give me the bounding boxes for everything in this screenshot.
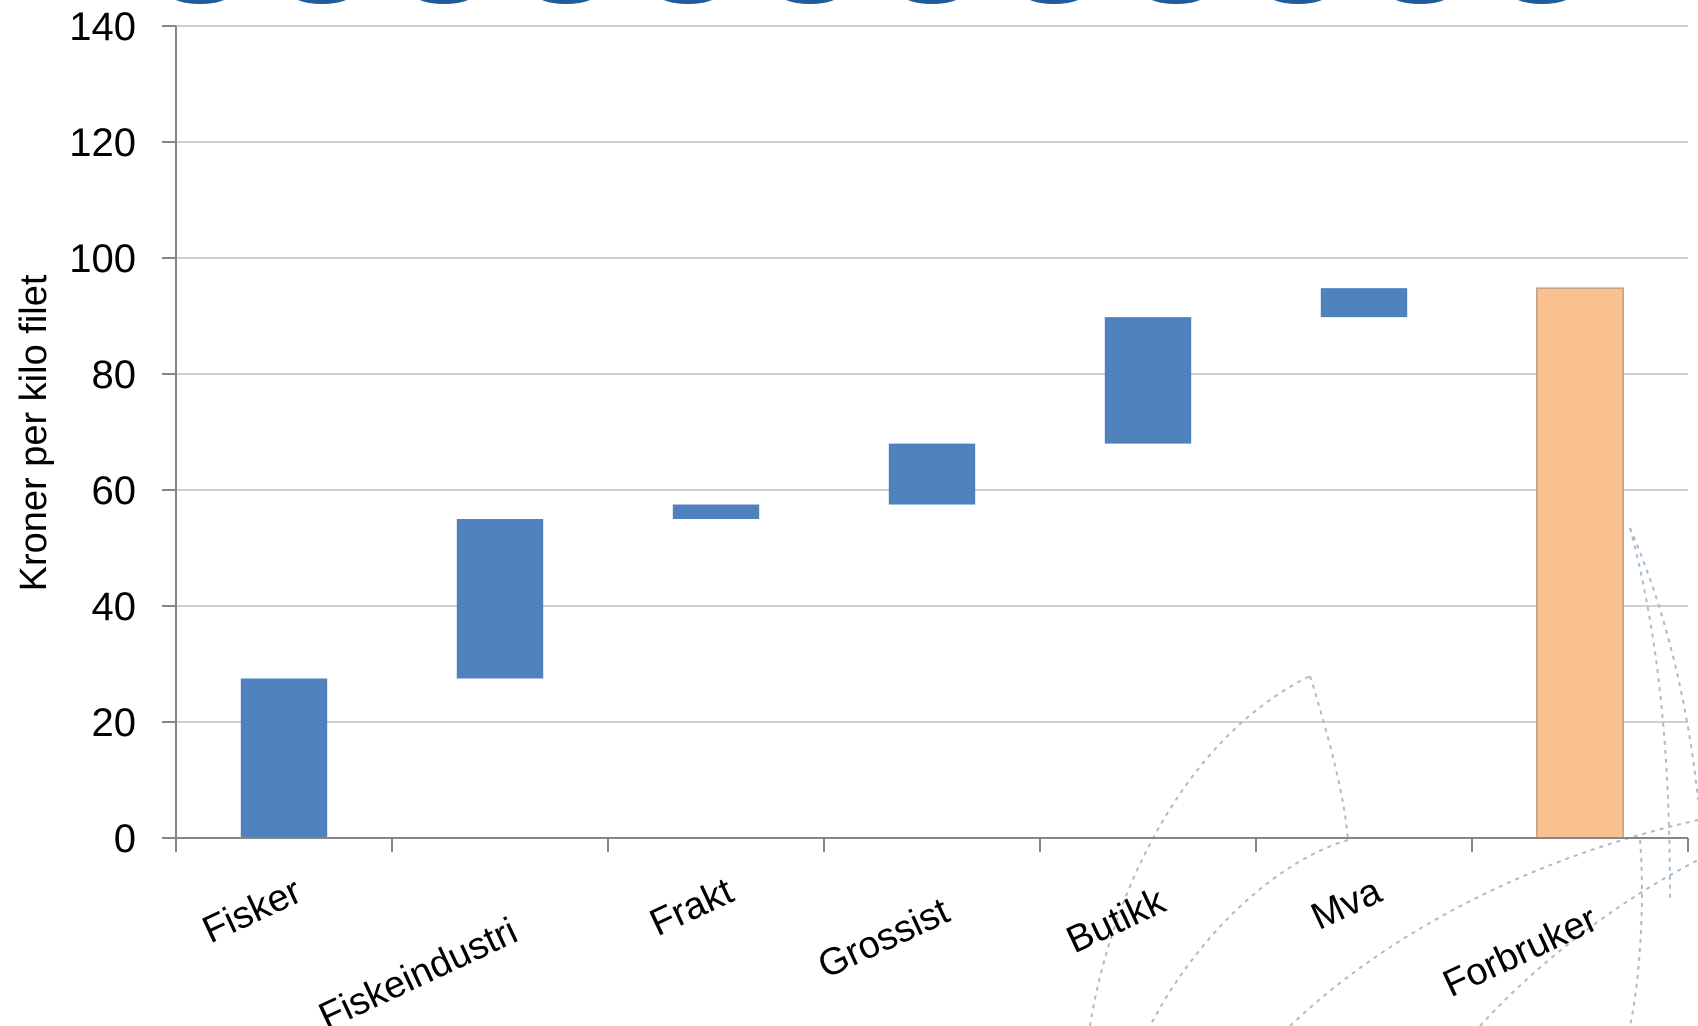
y-tick-label-0: 0 <box>114 817 136 861</box>
bar-fisker <box>240 678 328 838</box>
header-band-mark <box>542 0 590 4</box>
y-tick-label-40: 40 <box>92 585 137 629</box>
x-tick-label-butikk: Butikk <box>1060 880 1172 962</box>
bar-butikk <box>1104 317 1192 444</box>
header-band-mark <box>176 0 224 4</box>
x-tick-label-forbruker: Forbruker <box>1437 898 1604 1006</box>
x-tick-label-fisker: Fisker <box>196 870 308 952</box>
bar-frakt <box>672 504 760 519</box>
gridlines <box>176 25 1688 723</box>
header-band-mark <box>1152 0 1200 4</box>
y-tick-labels: 0 20 40 60 80 100 120 140 <box>69 5 136 861</box>
header-band-mark <box>1518 0 1566 4</box>
bar-grossist <box>888 443 976 505</box>
header-band-decoration <box>176 0 1566 4</box>
bars <box>240 287 1624 839</box>
header-band-mark <box>1274 0 1322 4</box>
header-band-mark <box>786 0 834 4</box>
y-tick-label-120: 120 <box>69 121 136 165</box>
x-tick-label-fiskeindustri: Fiskeindustri <box>313 910 524 1026</box>
x-tick-label-mva: Mva <box>1305 870 1389 939</box>
header-band-mark <box>1396 0 1444 4</box>
y-tick-label-80: 80 <box>92 353 137 397</box>
y-tick-label-20: 20 <box>92 701 137 745</box>
header-band-mark <box>298 0 346 4</box>
bar-mva <box>1320 288 1408 318</box>
y-tick-label-100: 100 <box>69 237 136 281</box>
axes <box>162 25 1689 852</box>
bar-fiskeindustri <box>456 519 544 679</box>
header-band-mark <box>420 0 468 4</box>
header-band-mark <box>908 0 956 4</box>
y-tick-label-60: 60 <box>92 469 137 513</box>
y-axis-title: Kroner per kilo filet <box>13 274 55 591</box>
x-tick-labels: Fisker Fiskeindustri Frakt Grossist Butikk Mv… <box>196 870 1604 1026</box>
x-tick-label-frakt: Frakt <box>644 870 741 945</box>
header-band-mark <box>1030 0 1078 4</box>
bar-forbruker <box>1536 287 1624 839</box>
y-tick-label-140: 140 <box>69 5 136 49</box>
x-tick-label-grossist: Grossist <box>812 890 956 987</box>
header-band-mark <box>664 0 712 4</box>
